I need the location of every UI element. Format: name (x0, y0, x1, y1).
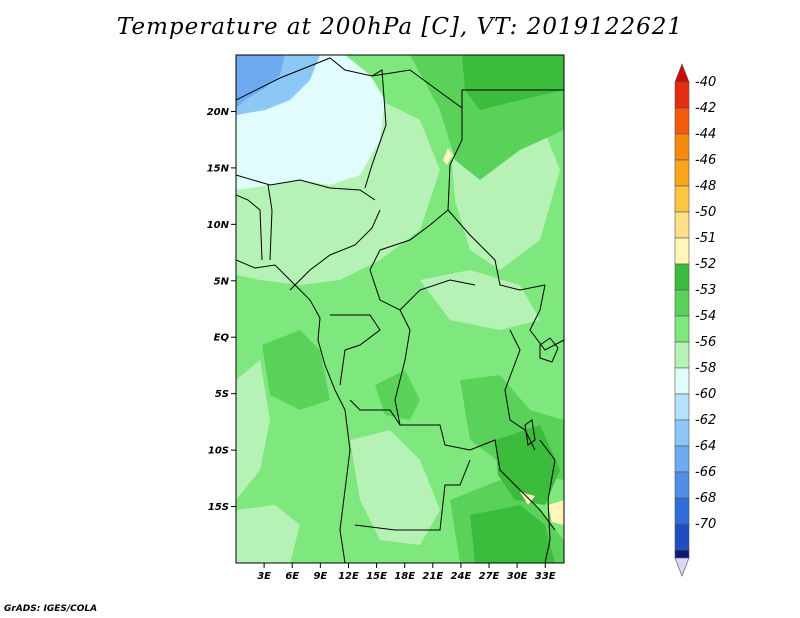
colorbar-label: -50 (695, 205, 716, 220)
lon-tick-label: 18E (394, 571, 415, 582)
border-angola (349, 399, 471, 531)
field-yellow-spot (520, 492, 535, 505)
longitude-axis: 3E 6E 9E 12E 15E 18E 21E 24E 27E 30E 33E (257, 563, 556, 582)
lake-outline (539, 337, 559, 363)
lon-tick-label: 3E (257, 571, 271, 582)
lat-tick-label: 5S (215, 389, 229, 400)
colorbar-swatch (674, 263, 690, 291)
map-title: Temperature at 200hPa [C], VT: 201912262… (116, 14, 684, 40)
border-congo (330, 314, 381, 386)
lat-tick-label: 10S (208, 446, 229, 457)
colorbar-swatch (674, 471, 690, 499)
lat-tick-label: 10N (207, 220, 230, 231)
colorbar-swatch (674, 159, 690, 187)
colorbar-swatch (674, 549, 690, 559)
border-nigeria-cameroon (289, 209, 381, 291)
field-light-green-region (236, 360, 270, 500)
field-light-green-region (420, 270, 540, 330)
border-sudan-south (447, 209, 546, 291)
colorbar-swatch (674, 315, 690, 343)
colorbar-swatch (674, 341, 690, 369)
colorbar-swatch (674, 107, 690, 135)
temperature-field (236, 55, 564, 563)
coastline (236, 259, 351, 563)
lat-tick-label: 5N (214, 276, 230, 287)
border-sudan (461, 89, 564, 108)
lon-tick-label: 24E (451, 571, 472, 582)
colorbar-swatch (674, 237, 690, 265)
field-light-green-region (350, 430, 440, 545)
colorbar-swatch (674, 81, 690, 109)
colorbar-label: -56 (695, 335, 716, 350)
latitude-axis: 20N 15N 10N 5N EQ 5S 10S 15S (207, 107, 236, 513)
lon-tick-label: 30E (507, 571, 528, 582)
field-mid-green-region (375, 370, 420, 420)
border-zambia (444, 439, 556, 531)
lon-tick-label: 6E (285, 571, 299, 582)
lon-tick-label: 15E (366, 571, 387, 582)
country-borders (236, 57, 564, 563)
colorbar-swatch (674, 523, 690, 551)
field-light-green-region (236, 505, 300, 563)
border-kenya (529, 284, 564, 351)
border-libya-chad (371, 69, 463, 211)
border-mozambique (539, 439, 556, 563)
lat-tick-label: EQ (214, 333, 230, 344)
colorbar-swatch (674, 445, 690, 473)
colorbar-bottom-cap (674, 557, 690, 577)
colorbar-label: -46 (695, 153, 716, 168)
colorbar-swatch (674, 211, 690, 239)
lat-tick-label: 15S (208, 502, 229, 513)
colorbar-label: -60 (695, 387, 716, 402)
field-dark-green-region (470, 505, 555, 563)
colorbar-swatch (674, 133, 690, 161)
colorbar-label: -52 (695, 257, 716, 272)
colorbar: -40 -42 -44 -46 -48 -50 -51 -52 -53 -54 -56 -58 -60 -… (674, 63, 716, 577)
lake-outline (524, 419, 536, 446)
lat-tick-label: 15N (207, 163, 230, 174)
colorbar-swatch (674, 367, 690, 395)
colorbar-label: -70 (695, 517, 716, 532)
colorbar-label: -64 (695, 439, 716, 454)
colorbar-label: -62 (695, 413, 716, 428)
field-mid-green-region (262, 330, 330, 410)
colorbar-label: -51 (695, 231, 716, 246)
lon-tick-label: 9E (313, 571, 327, 582)
colorbar-label: -44 (695, 127, 716, 142)
lat-tick-label: 20N (207, 107, 230, 118)
colorbar-top-cap (674, 63, 690, 83)
border-west (236, 184, 273, 261)
colorbar-swatch (674, 419, 690, 447)
colorbar-label: -42 (695, 101, 716, 116)
colorbar-label: -66 (695, 465, 716, 480)
colorbar-label: -53 (695, 283, 716, 298)
map-frame (235, 54, 565, 564)
grads-credit: GrADS: IGES/COLA (4, 604, 98, 614)
border-chad-sudan (369, 209, 449, 271)
colorbar-label: -58 (695, 361, 716, 376)
colorbar-label: -48 (695, 179, 716, 194)
field-yellow-spot (548, 500, 564, 525)
border-sahel (236, 174, 376, 201)
colorbar-label: -54 (695, 309, 716, 324)
colorbar-label: -40 (695, 75, 716, 90)
colorbar-swatch (674, 497, 690, 525)
field-blue-region (236, 55, 285, 108)
lon-tick-label: 21E (422, 571, 443, 582)
lon-tick-label: 27E (479, 571, 500, 582)
colorbar-swatch (674, 289, 690, 317)
lon-tick-label: 12E (338, 571, 359, 582)
lon-tick-label: 33E (535, 571, 556, 582)
colorbar-label: -68 (695, 491, 716, 506)
colorbar-swatch (674, 393, 690, 421)
field-dark-green-region (462, 55, 564, 110)
colorbar-swatch (674, 185, 690, 213)
border-car (369, 269, 476, 311)
field-yellow-spot (443, 148, 452, 165)
border-drc-east (394, 309, 446, 446)
